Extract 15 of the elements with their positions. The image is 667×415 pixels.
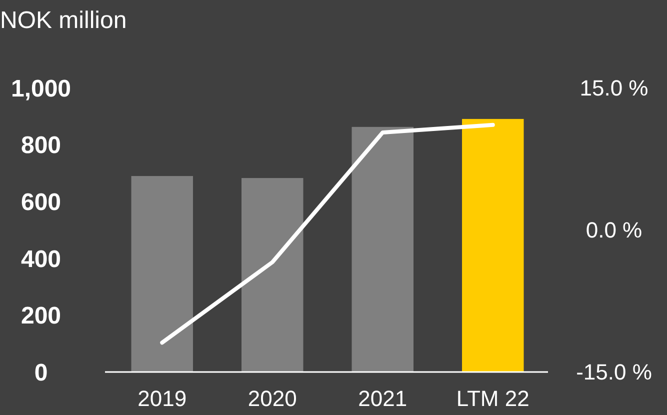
y-tick-label: 400 <box>20 246 62 273</box>
y-tick-label: 200 <box>20 302 62 330</box>
y-tick-label: 0 <box>34 359 48 386</box>
x-tick-label: 2020 <box>248 386 297 411</box>
x-tick-label: 2019 <box>138 386 187 411</box>
y-tick-label: 800 <box>20 132 62 160</box>
y2-tick-label: 0.0 % <box>586 218 642 243</box>
y-tick-label: 600 <box>20 189 62 216</box>
y2-tick-label: 15.0 % <box>580 76 648 101</box>
y2-tick-label: -15.0 % <box>576 360 652 385</box>
x-tick-label: 2021 <box>358 386 408 411</box>
chart-title: NOK million <box>0 7 127 34</box>
line-series <box>160 122 495 345</box>
x-tick-label: LTM 22 <box>456 386 530 411</box>
y-tick-label: 1,000 <box>10 75 72 102</box>
